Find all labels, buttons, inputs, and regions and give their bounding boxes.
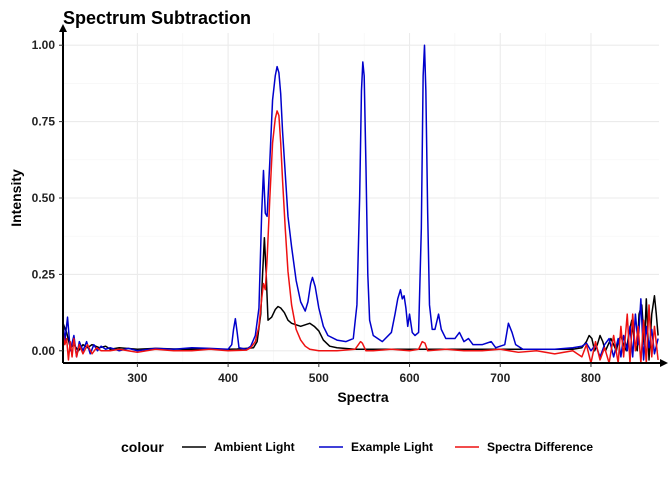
legend: colour Ambient Light Example Light Spectra …	[121, 439, 593, 455]
legend-label: Example Light	[351, 440, 433, 454]
x-tick-label: 500	[309, 371, 329, 385]
tick-labels: 300 400 500 600 700 800 0.00 0.25 0.50 0.75 1.00	[32, 38, 602, 385]
axes	[59, 24, 668, 367]
x-tick-label: 400	[218, 371, 238, 385]
y-tick-label: 1.00	[32, 38, 56, 52]
grid-lines	[63, 33, 659, 363]
series-line-spectra-difference	[62, 110, 659, 364]
legend-label: Spectra Difference	[487, 440, 593, 454]
legend-label: Ambient Light	[214, 440, 295, 454]
y-tick-label: 0.00	[32, 344, 56, 358]
legend-title: colour	[121, 439, 164, 455]
x-tick-label: 700	[490, 371, 510, 385]
x-axis-title: Spectra	[337, 389, 389, 405]
y-axis-title: Intensity	[8, 169, 24, 227]
y-tick-label: 0.50	[32, 191, 56, 205]
y-tick-label: 0.75	[32, 115, 56, 129]
series-layer	[62, 44, 659, 364]
x-tick-label: 600	[400, 371, 420, 385]
chart-title: Spectrum Subtraction	[63, 8, 251, 28]
x-axis-arrow	[660, 359, 668, 367]
y-axis-arrow	[59, 24, 67, 32]
x-tick-label: 800	[581, 371, 601, 385]
series-line-example-light	[62, 44, 659, 361]
y-tick-label: 0.25	[32, 267, 56, 281]
x-tick-label: 300	[127, 371, 147, 385]
